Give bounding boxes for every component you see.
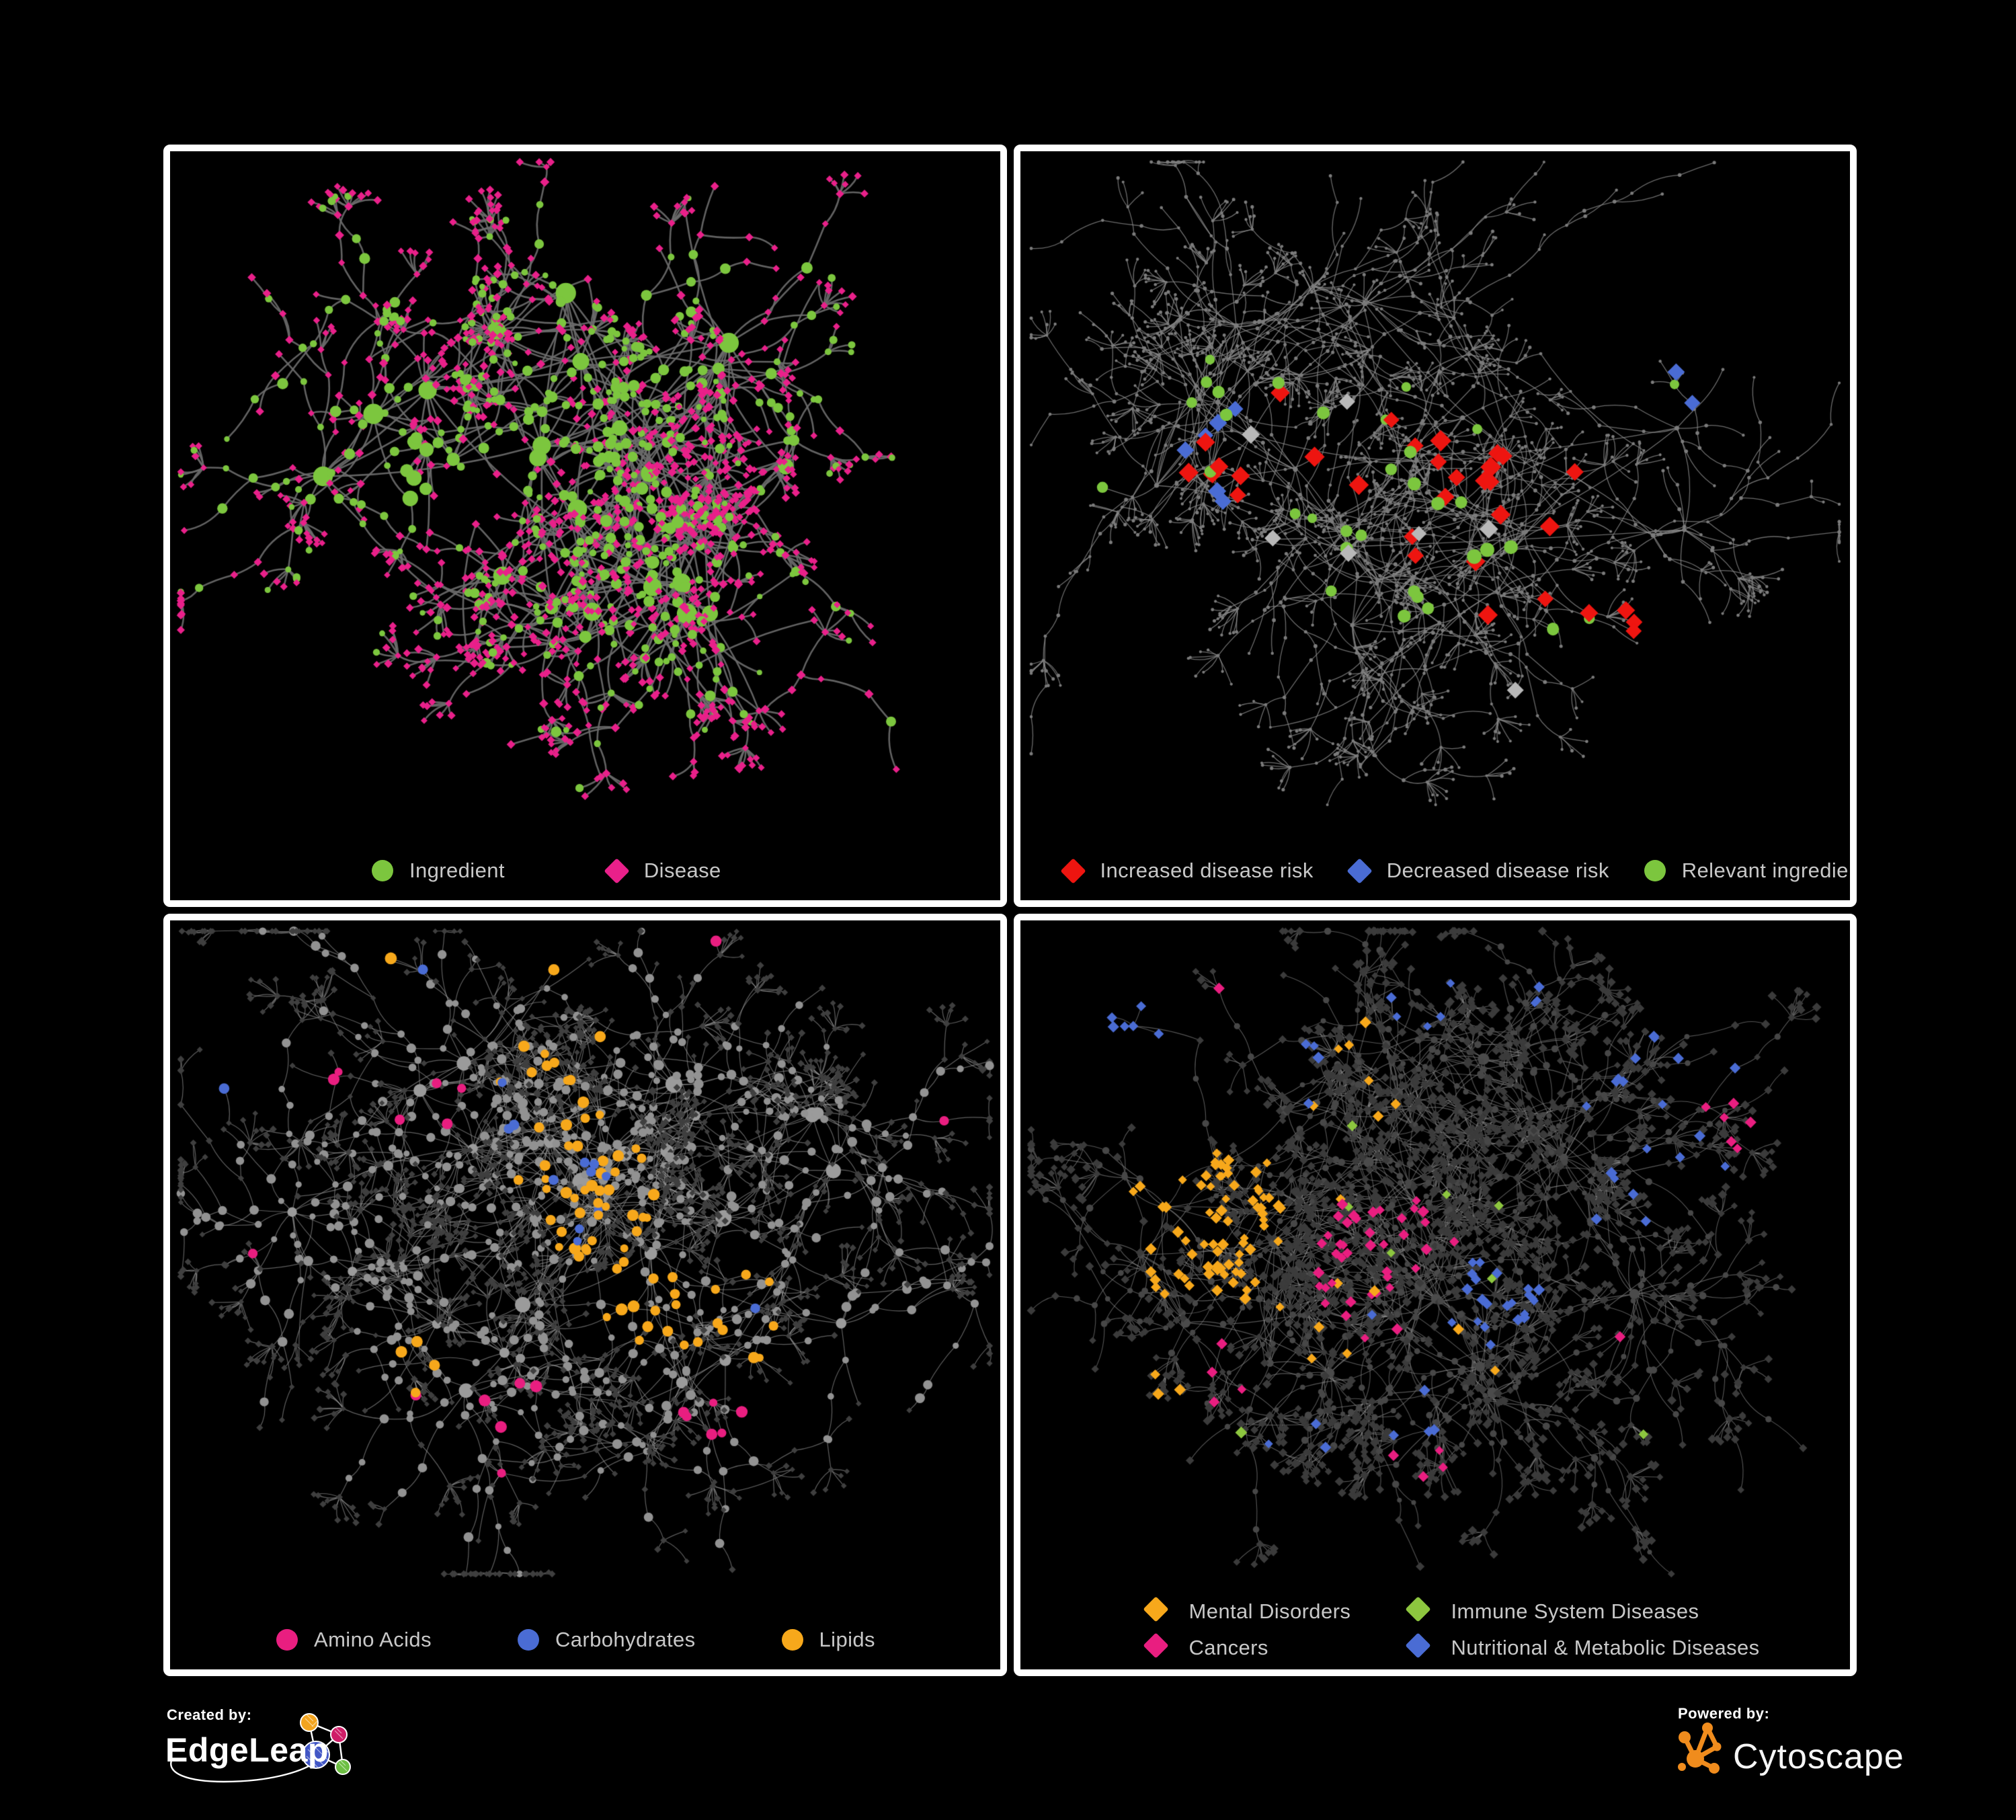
legend-ingredient-disease: Ingredient Disease [170,857,1000,884]
edgeleap-swoosh [170,1758,315,1783]
network-canvas-ingredient-disease [171,153,999,814]
legend-label: Cancers [1188,1636,1268,1659]
cytoscape-wordmark: Cytoscape [1733,1737,1904,1776]
legend-macronutrients: Amino Acids Carbohydrates Lipids [170,1628,1000,1652]
legend-label: Increased disease risk [1100,859,1314,882]
legend-label: Immune System Diseases [1451,1599,1699,1623]
powered-by-label: Powered by: [1678,1705,1769,1722]
created-by-label: Created by: [167,1706,252,1723]
legend-item-cancers: Cancers [1142,1632,1407,1660]
legend-label: Amino Acids [314,1628,432,1651]
legend-item-carbohydrates: Carbohydrates [517,1628,696,1652]
network-canvas-macronutrients [171,922,999,1583]
legend-label: Mental Disorders [1188,1599,1351,1623]
mental-disorders-diamond-icon [1142,1596,1169,1622]
legend-item-lipids: Lipids [781,1628,875,1652]
legend-label: Nutritional & Metabolic Diseases [1451,1636,1760,1659]
immune-diseases-diamond-icon [1404,1596,1431,1622]
increased-risk-diamond-icon [1059,857,1086,884]
edgeleap-wordmark: EdgeLeap [165,1731,329,1769]
panel-grid: Ingredient Disease Increased disease ris… [163,145,1857,1676]
amino-acids-circle-icon [276,1629,298,1651]
decreased-risk-diamond-icon [1346,857,1373,884]
lipids-circle-icon [781,1629,803,1651]
cancers-diamond-icon [1142,1632,1169,1659]
legend-item-increased-risk: Increased disease risk [1059,857,1314,884]
cytoscape-logo: Powered by: Cytoscape [1678,1705,1904,1776]
panel-disease-classes: Mental Disorders Immune System Diseases … [1013,914,1857,1676]
legend-label: Carbohydrates [555,1628,696,1651]
legend-item-decreased-risk: Decreased disease risk [1346,857,1609,884]
legend-item-amino-acids: Amino Acids [276,1628,432,1652]
edgeleap-logo: Created by: EdgeLeap [165,1706,351,1783]
legend-item-mental-disorders: Mental Disorders [1142,1596,1407,1624]
cytoscape-credit: Powered by: Cytoscape [1675,1700,1917,1797]
edgeleap-credit: Created by: EdgeLeap [160,1700,368,1797]
legend-item-disease: Disease [604,857,721,884]
panel-disease-risk: Increased disease risk Decreased disease… [1013,145,1857,907]
disease-diamond-icon [604,857,630,884]
legend-label: Ingredient [409,859,505,882]
edgeleap-node-hatching [305,1714,348,1772]
network-canvas-disease-risk [1021,153,1849,814]
legend-label: Relevant ingredient [1681,859,1857,882]
carbohydrates-circle-icon [517,1629,539,1651]
panel-macronutrients: Amino Acids Carbohydrates Lipids [163,914,1007,1676]
network-canvas-disease-classes [1021,922,1849,1583]
legend-disease-risk: Increased disease risk Decreased disease… [1020,857,1850,884]
legend-label: Disease [643,859,721,882]
panel-ingredient-disease: Ingredient Disease [163,145,1007,907]
nutritional-metabolic-diamond-icon [1404,1632,1431,1659]
legend-label: Decreased disease risk [1386,859,1609,882]
edgeleap-node-blue [302,1741,330,1769]
legend-item-relevant-ingredient: Relevant ingredient [1644,859,1857,883]
ingredient-circle-icon [372,860,393,881]
legend-item-immune-system-diseases: Immune System Diseases [1404,1596,1851,1624]
cytoscape-icon [1678,1723,1722,1774]
legend-item-nutritional-metabolic-diseases: Nutritional & Metabolic Diseases [1404,1632,1851,1660]
legend-disease-classes: Mental Disorders Immune System Diseases … [1020,1596,1851,1660]
legend-label: Lipids [819,1628,875,1651]
legend-item-ingredient: Ingredient [372,859,505,883]
relevant-ingredient-circle-icon [1644,860,1666,881]
